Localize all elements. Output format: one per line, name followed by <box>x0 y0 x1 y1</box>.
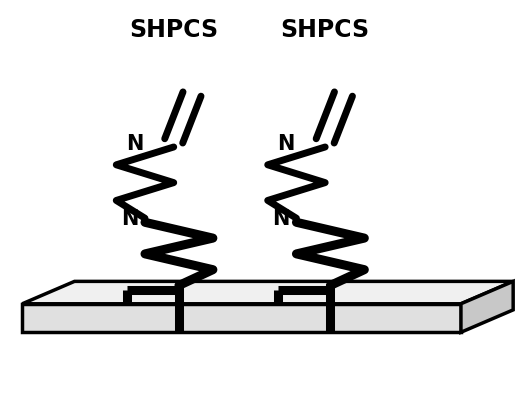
Text: N: N <box>126 134 143 153</box>
Polygon shape <box>22 282 513 304</box>
Polygon shape <box>22 304 461 333</box>
Polygon shape <box>461 282 513 333</box>
Text: SHPCS: SHPCS <box>129 18 218 42</box>
Text: SHPCS: SHPCS <box>280 18 370 42</box>
Text: N: N <box>121 209 138 229</box>
Text: N: N <box>272 209 289 229</box>
Text: N: N <box>277 134 295 153</box>
